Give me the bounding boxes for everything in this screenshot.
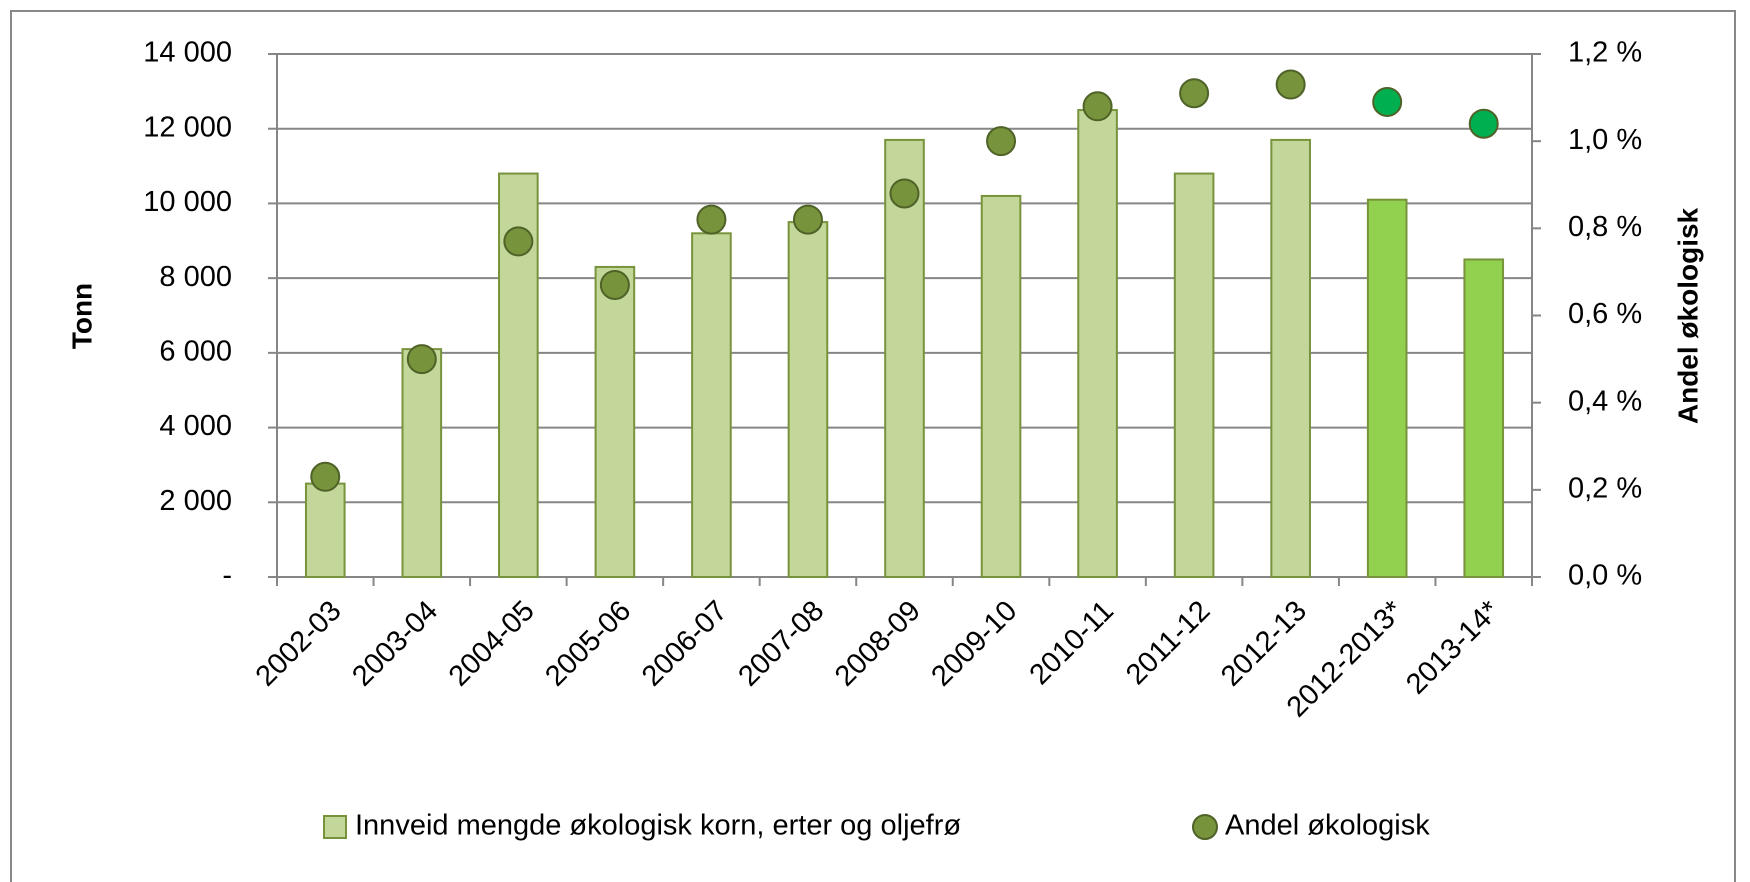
bar bbox=[980, 194, 1022, 578]
y-tick-label: 2 000 bbox=[159, 485, 232, 517]
legend-label: Andel økologisk bbox=[1225, 810, 1430, 842]
y2-axis-title: Andel økologisk bbox=[1672, 207, 1703, 424]
legend-swatch bbox=[323, 815, 347, 839]
bar bbox=[787, 221, 829, 578]
y2-tick-label: 1,2 % bbox=[1568, 37, 1642, 69]
legend-swatch bbox=[1192, 814, 1218, 840]
y2-tick-label: 0,6 % bbox=[1568, 298, 1642, 330]
point bbox=[1275, 69, 1306, 100]
y2-tick-label: 0,8 % bbox=[1568, 211, 1642, 243]
point bbox=[310, 461, 341, 492]
bar bbox=[594, 265, 636, 578]
y2-tick-label: 0,4 % bbox=[1568, 385, 1642, 417]
bar bbox=[1366, 198, 1408, 578]
legend-label: Innveid mengde økologisk korn, erter og … bbox=[355, 810, 961, 842]
y-tick-label: 10 000 bbox=[143, 186, 232, 218]
point bbox=[1372, 86, 1403, 117]
bar bbox=[884, 138, 925, 579]
bar bbox=[1173, 172, 1215, 579]
y-tick-label: - bbox=[222, 560, 232, 592]
chart-border bbox=[10, 10, 1736, 882]
point bbox=[406, 344, 437, 375]
y2-tick-label: 1,0 % bbox=[1568, 124, 1642, 156]
point bbox=[986, 126, 1017, 157]
y-axis-title: Tonn bbox=[66, 283, 97, 349]
y-tick-label: 6 000 bbox=[159, 336, 232, 368]
bar bbox=[1463, 258, 1505, 578]
y-tick-label: 14 000 bbox=[143, 37, 232, 69]
point bbox=[599, 269, 630, 300]
y-tick-label: 8 000 bbox=[159, 261, 232, 293]
point bbox=[696, 204, 727, 235]
point bbox=[503, 226, 534, 257]
bar bbox=[691, 232, 732, 578]
bar bbox=[1270, 138, 1311, 579]
bar bbox=[304, 482, 346, 579]
point bbox=[1179, 78, 1210, 109]
y-tick-label: 12 000 bbox=[143, 111, 232, 143]
y2-tick-label: 0,2 % bbox=[1568, 472, 1642, 504]
y-tick-label: 4 000 bbox=[159, 410, 232, 442]
point bbox=[889, 178, 920, 209]
point bbox=[1468, 108, 1499, 139]
point bbox=[792, 204, 823, 235]
bar bbox=[1077, 109, 1118, 579]
bar bbox=[401, 348, 443, 578]
point bbox=[1082, 91, 1113, 122]
y2-tick-label: 0,0 % bbox=[1568, 560, 1642, 592]
